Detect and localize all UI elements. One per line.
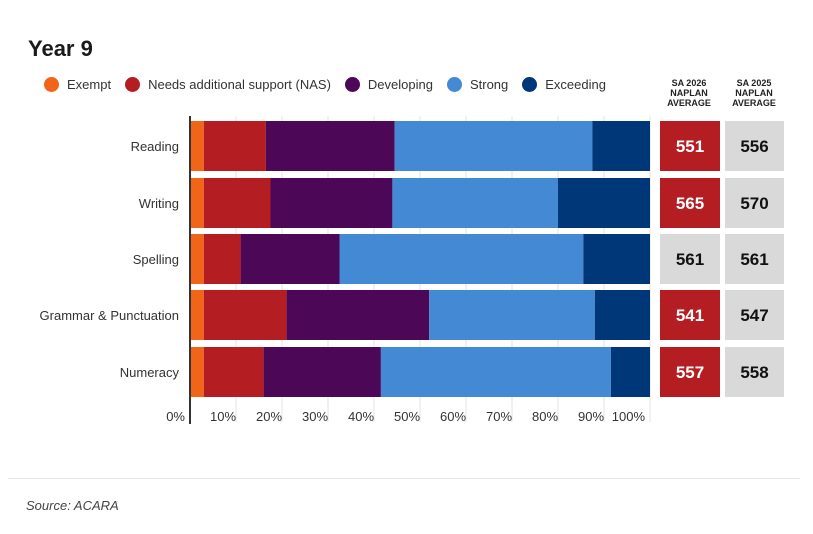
divider	[8, 478, 800, 479]
bar-segment	[203, 234, 241, 284]
x-tick-label: 70%	[486, 409, 512, 424]
legend-swatch	[522, 76, 538, 92]
x-tick-label: 10%	[210, 409, 236, 424]
sa2025-average-box	[725, 234, 784, 284]
x-tick-label: 90%	[578, 409, 604, 424]
x-tick-label: 100%	[612, 409, 646, 424]
bar-segment	[263, 347, 381, 397]
legend-swatch	[44, 76, 59, 92]
source-note: Source: ACARA	[26, 498, 119, 513]
bar-segment	[203, 347, 264, 397]
bar-segment	[558, 178, 650, 228]
bar-segment	[392, 178, 558, 228]
bar-segment	[203, 121, 266, 171]
bar-segment	[592, 121, 650, 171]
bar-segment	[203, 178, 271, 228]
sa2026-average-value: 557	[676, 363, 704, 382]
sa2026-average-box	[660, 290, 720, 340]
bar-segment	[380, 347, 611, 397]
x-tick-label: 80%	[532, 409, 558, 424]
x-tick-label: 60%	[440, 409, 466, 424]
sa2025-average-value: 547	[740, 306, 768, 325]
sa2026-average-value: 541	[676, 306, 704, 325]
category-label: Writing	[139, 196, 179, 211]
sa2025-column-header: SA 2025 NAPLAN AVERAGE	[732, 78, 776, 108]
bar-segment	[190, 347, 204, 397]
stacked-bar-chart: Reading 551 556 Writing 565 570 Spelling 561 561…	[40, 116, 784, 424]
legend-item: Exempt	[44, 76, 112, 92]
sa2026-average-box	[660, 347, 720, 397]
bar-segment	[339, 234, 584, 284]
sa2025-average-value: 561	[740, 250, 768, 269]
legend-swatch	[446, 76, 462, 92]
x-tick-label: 30%	[302, 409, 328, 424]
bar-segment	[429, 290, 595, 340]
legend-label: Exceeding	[545, 76, 606, 92]
bar-segment	[265, 121, 395, 171]
legend-swatch	[344, 76, 360, 92]
category-label: Grammar & Punctuation	[40, 308, 179, 323]
legend-label: Strong	[469, 76, 509, 92]
sa2026-average-value: 565	[676, 194, 704, 213]
sa2025-average-value: 556	[740, 137, 768, 156]
bar-segment	[190, 234, 204, 284]
legend-item: Strong	[446, 76, 509, 92]
x-tick-label: 20%	[256, 409, 282, 424]
legend-item: Exceeding	[522, 76, 606, 92]
category-label: Numeracy	[120, 365, 180, 380]
bar-segment	[583, 234, 650, 284]
sa2025-average-value: 558	[740, 363, 768, 382]
sa2025-average-box	[725, 290, 784, 340]
bar-segment	[286, 290, 430, 340]
category-label: Spelling	[133, 252, 179, 267]
bar-segment	[594, 290, 650, 340]
sa2025-average-box	[725, 121, 784, 171]
chart-title: Year 9	[28, 36, 93, 61]
bar-segment	[190, 121, 204, 171]
sa2026-average-value: 551	[676, 137, 704, 156]
bar-segment	[203, 290, 287, 340]
bar-segment	[270, 178, 393, 228]
bar-segment	[394, 121, 593, 171]
sa2025-average-box	[725, 347, 784, 397]
sa2025-average-value: 570	[740, 194, 768, 213]
x-tick-label: 0%	[166, 409, 185, 424]
legend-label: Exempt	[67, 76, 112, 92]
bar-segment	[240, 234, 340, 284]
bar-segment	[190, 290, 204, 340]
category-label: Reading	[131, 139, 179, 154]
legend-item: Needs additional support (NAS)	[125, 76, 331, 92]
bar-segment	[190, 178, 204, 228]
sa2026-column-header: SA 2026 NAPLAN AVERAGE	[667, 78, 711, 108]
legend: Exempt Needs additional support (NAS) Deve…	[44, 76, 620, 92]
legend-item: Developing	[344, 76, 433, 92]
bar-segment	[610, 347, 650, 397]
sa2026-average-box	[660, 121, 720, 171]
sa2026-average-value: 561	[676, 250, 704, 269]
x-tick-label: 50%	[394, 409, 420, 424]
x-tick-label: 40%	[348, 409, 374, 424]
sa2025-average-box	[725, 178, 784, 228]
sa2026-average-box	[660, 234, 720, 284]
sa2026-average-box	[660, 178, 720, 228]
legend-label: Needs additional support (NAS)	[148, 76, 331, 92]
legend-swatch	[125, 76, 141, 92]
legend-label: Developing	[367, 76, 433, 92]
